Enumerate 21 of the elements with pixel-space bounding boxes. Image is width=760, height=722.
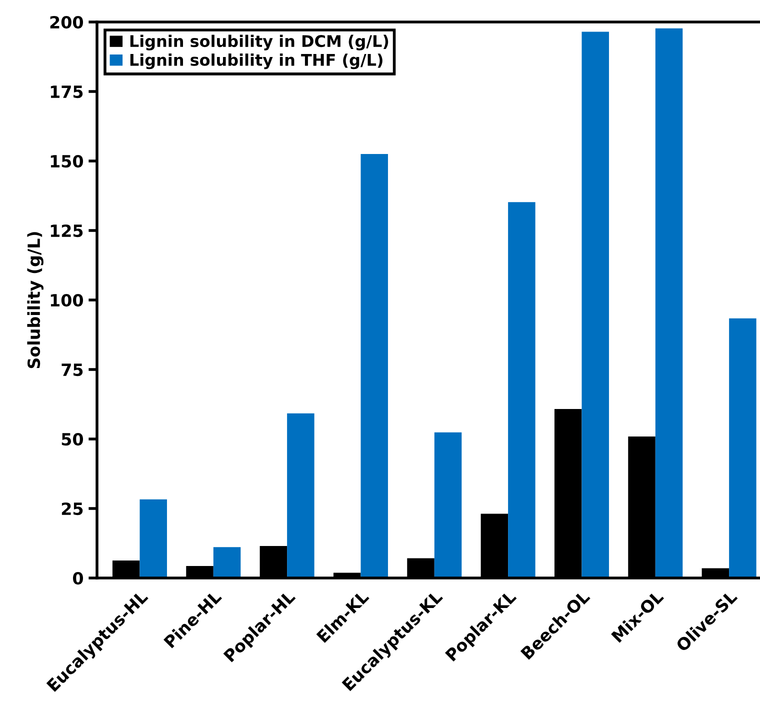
y-axis-title: Solubility (g/L) xyxy=(27,232,44,368)
legend-label: Lignin solubility in THF (g/L) xyxy=(130,54,382,70)
y-tick-label: 0 xyxy=(73,572,84,585)
y-tick-label: 100 xyxy=(50,294,84,307)
legend-label: Lignin solubility in DCM (g/L) xyxy=(130,34,388,50)
y-tick-label: 200 xyxy=(50,16,84,29)
y-tick-label: 125 xyxy=(50,224,83,238)
bar xyxy=(360,154,388,578)
bar xyxy=(655,28,683,578)
y-tick-label: 25 xyxy=(62,502,83,516)
y-tick-label: 50 xyxy=(62,432,84,446)
bar xyxy=(434,432,462,578)
y-tick-label: 150 xyxy=(50,154,84,168)
bar xyxy=(729,318,756,578)
bar xyxy=(213,547,241,578)
bar xyxy=(140,499,167,578)
y-tick-label: 75 xyxy=(62,364,83,376)
bar xyxy=(508,202,536,578)
y-tick-label: 175 xyxy=(50,86,83,98)
bar xyxy=(287,413,314,578)
bar xyxy=(582,32,609,578)
